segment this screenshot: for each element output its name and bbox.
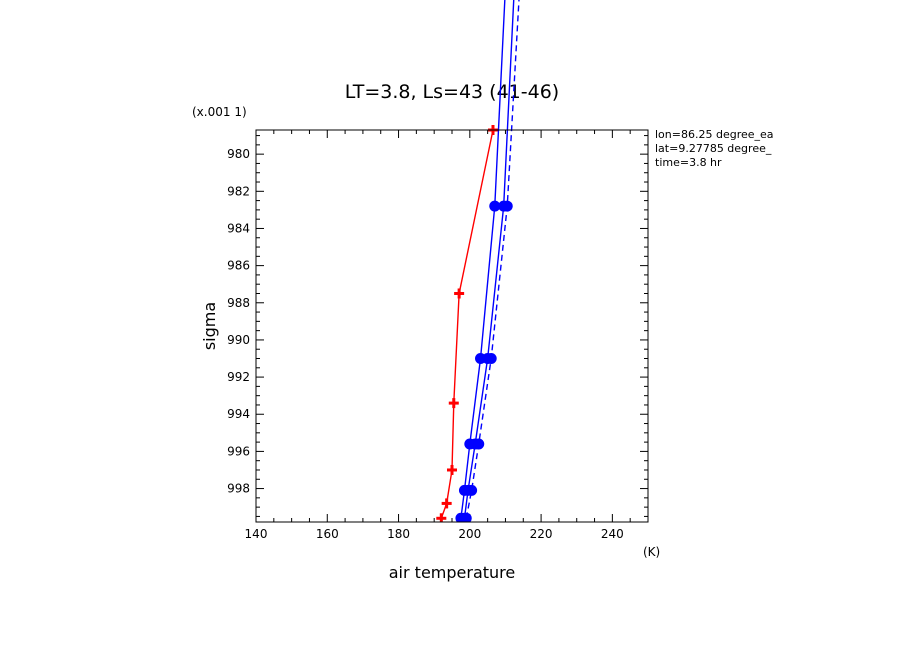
y-tick-label: 986 [227, 259, 250, 273]
chart-title: LT=3.8, Ls=43 (41-46) [345, 81, 559, 103]
y-tick-label: 988 [227, 296, 250, 310]
data-point-marker [466, 484, 478, 496]
x-axis-label: air temperature [389, 563, 515, 582]
data-point-marker [473, 438, 485, 450]
data-point-marker [485, 353, 497, 365]
x-tick-label: 180 [387, 527, 410, 541]
y-tick-label: 998 [227, 482, 250, 496]
y-tick-label: 994 [227, 407, 250, 421]
annotation-lon: lon=86.25 degree_ea [655, 128, 774, 141]
y-tick-label: 992 [227, 370, 250, 384]
x-tick-label: 200 [458, 527, 481, 541]
x-units-label: (K) [643, 545, 660, 559]
y-units-label: (x.001 1) [192, 105, 247, 119]
data-point-marker [460, 512, 472, 522]
data-point-marker [441, 498, 452, 509]
series-line-1 [440, 129, 494, 519]
annotation-time: time=3.8 hr [655, 156, 722, 169]
y-axis-label: sigma [200, 302, 219, 350]
x-tick-label: 140 [245, 527, 268, 541]
x-tick-label: 220 [530, 527, 553, 541]
annotation-lat: lat=9.27785 degree_ [655, 142, 772, 155]
data-point-marker [448, 398, 459, 409]
y-tick-label: 996 [227, 444, 250, 458]
y-tick-label: 990 [227, 333, 250, 347]
data-point-marker [454, 288, 465, 299]
y-tick-label: 980 [227, 147, 250, 161]
x-tick-label: 240 [601, 527, 624, 541]
data-point-marker [436, 513, 447, 522]
data-point-marker [489, 200, 501, 212]
x-tick-label: 160 [316, 527, 339, 541]
data-point-marker [447, 464, 457, 475]
plot-frame [255, 129, 649, 523]
data-point-marker [501, 200, 513, 212]
y-tick-label: 982 [227, 184, 250, 198]
y-tick-label: 984 [227, 221, 250, 235]
